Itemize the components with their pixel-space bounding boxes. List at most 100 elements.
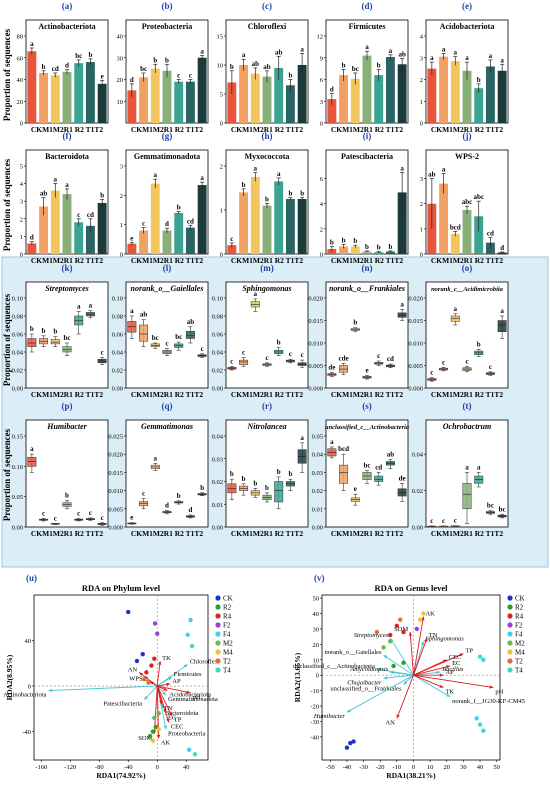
significance-letter: e — [130, 234, 133, 242]
vector-arrow — [413, 665, 451, 676]
y-tick-label: 60 — [17, 55, 24, 62]
panel-title: Myxococcota — [245, 152, 290, 161]
legend-label: T4 — [223, 667, 231, 675]
significance-letter: c — [430, 369, 433, 377]
significance-letter: c — [465, 357, 468, 365]
box — [50, 339, 60, 345]
y-tick-label: 20 — [17, 99, 24, 106]
y-tick-label: 0.005 — [108, 506, 123, 513]
arrow-head — [186, 690, 191, 694]
bar — [50, 190, 60, 254]
sample-point — [144, 670, 149, 675]
y-tick-label: 40 — [17, 77, 24, 84]
panel-title: WPS-2 — [455, 152, 479, 161]
panel-v: (v) RDA on Genus level -50 -40 -30 -20 -10 0 10 2… — [293, 573, 525, 780]
bar — [285, 85, 295, 123]
box — [450, 315, 460, 322]
legend-label: M4 — [223, 649, 233, 657]
significance-letter: ab — [263, 63, 271, 71]
bar — [350, 246, 360, 254]
significance-letter: d — [330, 85, 334, 93]
vector-arrow — [48, 685, 158, 692]
legend-marker — [215, 613, 221, 619]
x-axis-label: CKM1M2R1 R2 T1T2 — [331, 256, 404, 265]
bar — [74, 222, 84, 254]
significance-letter: bc — [487, 502, 494, 510]
vector-arrow — [413, 638, 428, 676]
y-tick-label: 0.010 — [408, 341, 423, 348]
vector-label: Patescibacteria — [103, 701, 142, 708]
vector-arrow — [383, 654, 414, 676]
arrow-head — [439, 684, 444, 688]
sample-point — [481, 728, 486, 733]
y-axis-label: Proportion of sequences — [2, 293, 12, 386]
arrow-head — [403, 680, 408, 685]
bar — [397, 64, 407, 123]
bar — [185, 227, 195, 254]
bar — [262, 76, 272, 123]
panel-label: (u) — [26, 573, 37, 583]
bar — [85, 62, 95, 123]
sample-point — [149, 663, 154, 668]
panel-label: (l) — [163, 263, 172, 273]
panel-label: (h) — [262, 131, 273, 141]
y-tick-label: 0 — [316, 673, 319, 680]
significance-letter: b — [200, 484, 204, 492]
vector-label: unclassified_o__Frankiales — [330, 685, 402, 692]
significance-letter: cd — [487, 230, 494, 238]
sample-point — [126, 609, 131, 615]
vector-label: AP — [445, 669, 454, 676]
panel-title: Acidobacteriota — [440, 22, 495, 31]
x-tick-label: 30 — [460, 764, 467, 771]
y-tick-label: 0 — [320, 252, 323, 259]
legend-label: CK — [515, 595, 525, 603]
significance-letter: b — [177, 492, 181, 500]
y-tick-label: 0.00 — [212, 386, 223, 393]
x-axis-label: CKM1M2R1 R2 T1T2 — [31, 125, 104, 134]
y-tick-label: 0.15 — [12, 434, 23, 441]
sample-point — [142, 677, 147, 682]
vector-label: TN — [429, 632, 438, 639]
bar — [350, 78, 360, 123]
significance-letter: a — [477, 463, 481, 471]
panel-n: (n) norank_o__Frankiales 0.000 0.005 0.010 0.… — [308, 263, 409, 399]
legend-label: R2 — [515, 604, 524, 612]
significance-letter: c — [89, 509, 92, 517]
significance-letter: b — [353, 319, 357, 327]
y-tick-label: 0 — [20, 121, 23, 128]
significance-letter: b — [353, 237, 357, 245]
bar — [485, 66, 495, 123]
y-tick-label: 12 — [317, 34, 324, 41]
y-tick-label: 0 — [120, 252, 123, 259]
significance-letter: cd — [187, 217, 194, 225]
y-tick-label: 0.08 — [112, 314, 123, 321]
vector-arrow — [389, 637, 414, 676]
significance-letter: a — [77, 303, 81, 311]
y-tick-label: 0.05 — [12, 494, 23, 501]
x-tick-label: -20 — [376, 764, 385, 771]
y-tick-label: 40 — [117, 34, 124, 41]
panel-label: (q) — [162, 401, 173, 411]
arrow-head — [446, 665, 451, 669]
y-axis-label: Proportion of sequences — [2, 428, 12, 521]
x-tick-label: -30 — [359, 764, 368, 771]
vector-label: norank_f__JG30-KF-CM45 — [452, 698, 525, 705]
x-axis-label: RDA1(38.21%) — [386, 771, 436, 780]
vector-label: Firmicutes — [174, 671, 202, 678]
x-axis-label: CKM1M2R1 R2 T1T2 — [131, 256, 204, 265]
y-tick-label: 0.03 — [312, 470, 323, 477]
bar — [274, 181, 284, 254]
vector-label: TN — [164, 705, 173, 712]
significance-letter: b — [377, 61, 381, 69]
x-axis-label: CKM1M2R1 R2 T1T2 — [31, 529, 104, 538]
bar — [150, 68, 160, 123]
bar — [27, 51, 37, 123]
significance-letter: d — [65, 62, 69, 70]
bar — [39, 72, 49, 123]
y-tick-label: 30 — [117, 55, 124, 62]
significance-letter: c — [442, 358, 445, 366]
y-tick-label: 0.00 — [12, 386, 23, 393]
significance-letter: b — [377, 243, 381, 251]
legend-label: T2 — [515, 658, 523, 666]
